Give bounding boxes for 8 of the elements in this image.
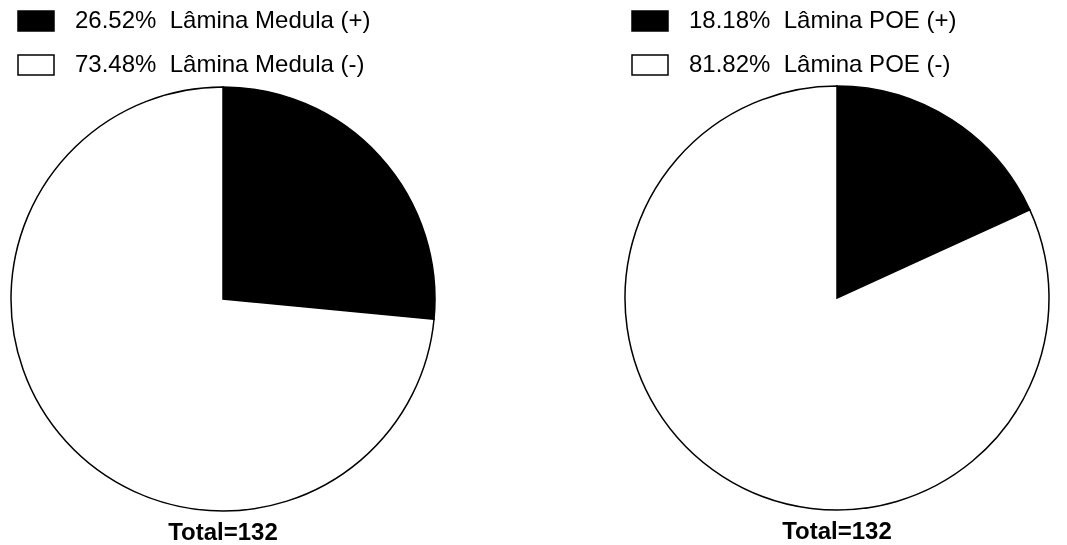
legend-label: 18.18% Lâmina POE (+)	[689, 6, 957, 34]
pie-slice	[10, 86, 435, 512]
legend-label: 81.82% Lâmina POE (-)	[689, 50, 951, 78]
legend-label: 26.52% Lâmina Medula (+)	[75, 6, 371, 34]
text: Total=132	[782, 517, 892, 544]
legend-label: 73.48% Lâmina Medula (-)	[75, 50, 365, 78]
text: Total=132	[168, 518, 278, 545]
pie-slice	[624, 85, 1050, 511]
